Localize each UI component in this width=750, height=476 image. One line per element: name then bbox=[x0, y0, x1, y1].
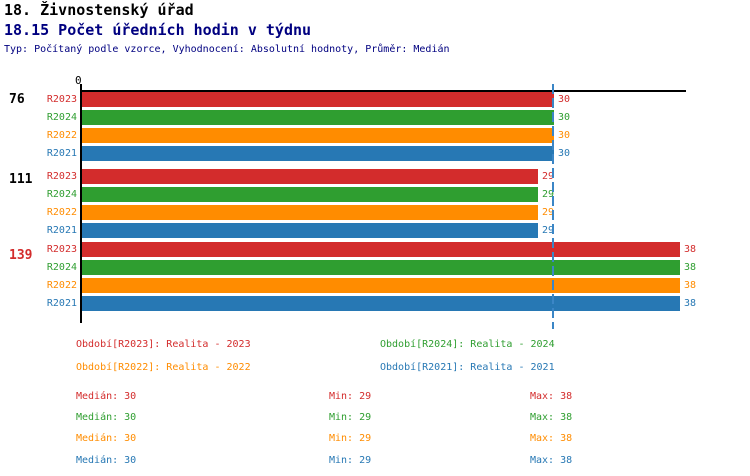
bar-value-label: 30 bbox=[558, 130, 571, 141]
legend-item-r2022: Období[R2022]: Realita - 2022 bbox=[76, 362, 251, 373]
bar bbox=[81, 110, 554, 125]
bar-group-76: R2023 30 R2024 30 R2022 30 R2021 30 bbox=[0, 92, 750, 161]
bar-value-label: 29 bbox=[542, 189, 555, 200]
chart-title: 18.15 Počet úředních hodin v týdnu bbox=[4, 21, 312, 39]
x-axis-line bbox=[81, 90, 686, 92]
bar-row: R2023 30 bbox=[0, 92, 750, 107]
group-total-label: 111 bbox=[9, 172, 33, 187]
bar-value-label: 30 bbox=[558, 112, 571, 123]
bar bbox=[81, 205, 538, 220]
series-label: R2021 bbox=[46, 298, 77, 309]
series-label: R2022 bbox=[46, 280, 77, 291]
bar-value-label: 30 bbox=[558, 94, 571, 105]
bar-row: R2023 29 bbox=[0, 169, 750, 184]
median-line bbox=[552, 84, 554, 329]
series-label: R2024 bbox=[46, 112, 77, 123]
series-label: R2021 bbox=[46, 148, 77, 159]
bar-row: R2022 38 bbox=[0, 278, 750, 293]
bar bbox=[81, 296, 680, 311]
bar-value-label: 38 bbox=[684, 262, 697, 273]
stat-max: Max: 38 bbox=[530, 433, 573, 444]
bar bbox=[81, 260, 680, 275]
bar bbox=[81, 128, 554, 143]
series-label: R2023 bbox=[46, 171, 77, 182]
bar bbox=[81, 146, 554, 161]
bar-chart-plot: R2023 30 R2024 30 R2022 30 R2021 30 R202… bbox=[0, 92, 750, 314]
bar bbox=[81, 242, 680, 257]
bar-row: R2023 38 bbox=[0, 242, 750, 257]
bar bbox=[81, 169, 538, 184]
stat-min: Min: 29 bbox=[329, 391, 372, 402]
bar-row: R2021 30 bbox=[0, 146, 750, 161]
bar-value-label: 38 bbox=[684, 280, 697, 291]
bar-value-label: 29 bbox=[542, 225, 555, 236]
legend-item-r2021: Období[R2021]: Realita - 2021 bbox=[380, 362, 555, 373]
bar-row: R2022 30 bbox=[0, 128, 750, 143]
bar-value-label: 29 bbox=[542, 171, 555, 182]
stat-min: Min: 29 bbox=[329, 455, 372, 466]
x-axis-zero-tick-label: 0 bbox=[75, 74, 82, 87]
group-total-label: 139 bbox=[9, 248, 33, 263]
bar-row: R2024 38 bbox=[0, 260, 750, 275]
chart-meta-line: Typ: Počítaný podle vzorce, Vyhodnocení:… bbox=[4, 44, 450, 55]
series-label: R2023 bbox=[46, 94, 77, 105]
bar-value-label: 38 bbox=[684, 298, 697, 309]
bar bbox=[81, 278, 680, 293]
stat-median: Medián: 30 bbox=[76, 455, 137, 466]
stat-median: Medián: 30 bbox=[76, 412, 137, 423]
bar-value-label: 38 bbox=[684, 244, 697, 255]
series-label: R2022 bbox=[46, 130, 77, 141]
series-label: R2024 bbox=[46, 262, 77, 273]
stat-max: Max: 38 bbox=[530, 412, 573, 423]
bar-group-111: R2023 29 R2024 29 R2022 29 R2021 29 bbox=[0, 169, 750, 238]
bar-group-139: R2023 38 R2024 38 R2022 38 R2021 38 bbox=[0, 242, 750, 311]
group-total-label: 76 bbox=[9, 92, 25, 107]
y-axis-line bbox=[80, 84, 82, 323]
stat-median: Medián: 30 bbox=[76, 391, 137, 402]
bar bbox=[81, 223, 538, 238]
series-label: R2022 bbox=[46, 207, 77, 218]
bar-row: R2021 29 bbox=[0, 223, 750, 238]
stat-max: Max: 38 bbox=[530, 391, 573, 402]
legend-item-r2023: Období[R2023]: Realita - 2023 bbox=[76, 339, 251, 350]
series-label: R2024 bbox=[46, 189, 77, 200]
series-label: R2021 bbox=[46, 225, 77, 236]
stat-max: Max: 38 bbox=[530, 455, 573, 466]
page-title: 18. Živnostenský úřad bbox=[4, 1, 194, 19]
stat-min: Min: 29 bbox=[329, 412, 372, 423]
stat-median: Medián: 30 bbox=[76, 433, 137, 444]
bar bbox=[81, 187, 538, 202]
bar-row: R2022 29 bbox=[0, 205, 750, 220]
bar bbox=[81, 92, 554, 107]
bar-row: R2024 30 bbox=[0, 110, 750, 125]
stat-min: Min: 29 bbox=[329, 433, 372, 444]
bar-value-label: 29 bbox=[542, 207, 555, 218]
bar-row: R2024 29 bbox=[0, 187, 750, 202]
legend-item-r2024: Období[R2024]: Realita - 2024 bbox=[380, 339, 555, 350]
bar-row: R2021 38 bbox=[0, 296, 750, 311]
series-label: R2023 bbox=[46, 244, 77, 255]
bar-value-label: 30 bbox=[558, 148, 571, 159]
